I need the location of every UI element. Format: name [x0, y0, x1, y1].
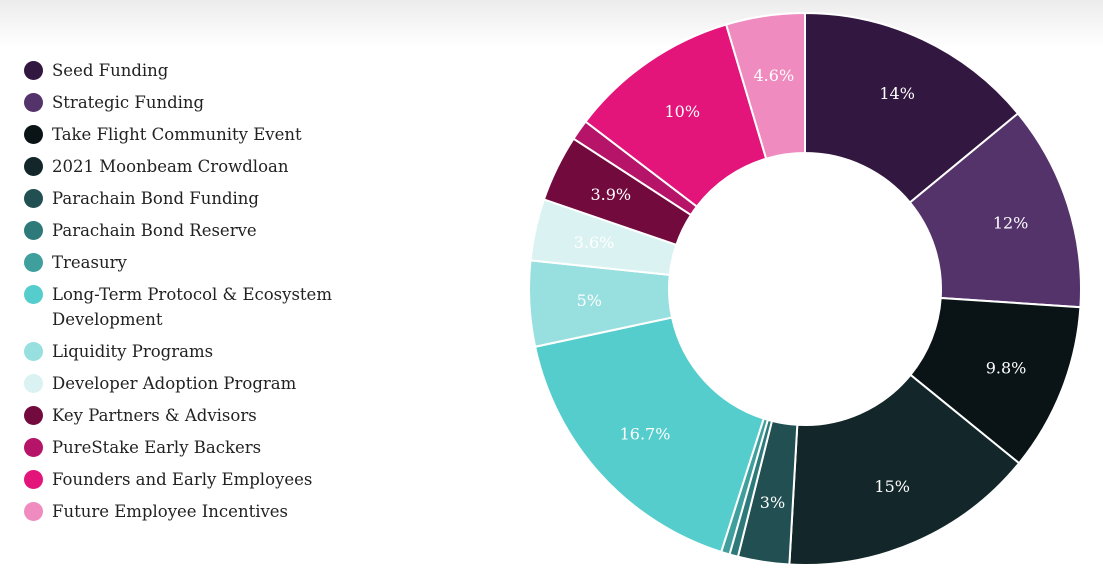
legend-swatch	[24, 189, 43, 208]
legend-item[interactable]: Parachain Bond Funding	[24, 186, 354, 211]
legend-swatch	[24, 253, 43, 272]
legend-label: Parachain Bond Reserve	[52, 221, 257, 240]
legend-label: 2021 Moonbeam Crowdloan	[52, 157, 289, 176]
legend-label: Seed Funding	[52, 61, 169, 80]
slice-value-label: 4.6%	[754, 66, 795, 85]
legend-swatch	[24, 61, 43, 80]
legend-item[interactable]: Seed Funding	[24, 58, 354, 83]
legend-item[interactable]: Liquidity Programs	[24, 339, 354, 364]
legend-item[interactable]: Key Partners & Advisors	[24, 403, 354, 428]
legend-swatch	[24, 93, 43, 112]
slice-value-label: 10%	[664, 102, 700, 121]
legend-item[interactable]: Treasury	[24, 250, 354, 275]
legend-label: Future Employee Incentives	[52, 502, 289, 521]
legend-swatch	[24, 125, 43, 144]
chart-legend: Seed Funding Strategic Funding Take Flight…	[24, 58, 354, 531]
legend-label: PureStake Early Backers	[52, 438, 262, 457]
legend-label: Developer Adoption Program	[52, 374, 297, 393]
legend-item[interactable]: Future Employee Incentives	[24, 499, 354, 524]
legend-item[interactable]: Long-Term Protocol & Ecosystem Developme…	[24, 282, 354, 332]
donut-slice[interactable]	[533, 316, 765, 554]
legend-item[interactable]: Strategic Funding	[24, 90, 354, 115]
legend-item[interactable]: Developer Adoption Program	[24, 371, 354, 396]
legend-label: Liquidity Programs	[52, 342, 214, 361]
legend-label: Strategic Funding	[52, 93, 205, 112]
legend-item[interactable]: Take Flight Community Event	[24, 122, 354, 147]
legend-item[interactable]: Parachain Bond Reserve	[24, 218, 354, 243]
slice-value-label: 5%	[577, 291, 602, 310]
legend-swatch	[24, 374, 43, 393]
legend-swatch	[24, 221, 43, 240]
donut-slice[interactable]	[908, 112, 1082, 309]
legend-swatch	[24, 502, 43, 521]
slice-value-label: 12%	[993, 213, 1029, 232]
slice-value-label: 15%	[874, 477, 910, 496]
legend-item[interactable]: Founders and Early Employees	[24, 467, 354, 492]
legend-label: Parachain Bond Funding	[52, 189, 259, 208]
slice-value-label: 3.6%	[574, 233, 615, 252]
legend-swatch	[24, 438, 43, 457]
donut-chart: 14% 12% 9.8% 15% 3% 16.7% 5% 3.6% 3.9% 10% 4.6%	[528, 11, 1082, 566]
slice-value-label: 9.8%	[986, 359, 1027, 378]
slice-value-label: 3%	[760, 493, 785, 512]
donut-slice[interactable]	[804, 11, 1020, 204]
legend-swatch	[24, 285, 43, 304]
legend-item[interactable]: PureStake Early Backers	[24, 435, 354, 460]
legend-label: Treasury	[52, 253, 127, 272]
legend-label: Long-Term Protocol & Ecosystem Developme…	[52, 285, 332, 329]
legend-swatch	[24, 406, 43, 425]
donut-slice[interactable]	[724, 11, 806, 160]
legend-swatch	[24, 470, 43, 489]
slice-value-label: 14%	[879, 84, 915, 103]
legend-label: Founders and Early Employees	[52, 470, 313, 489]
slice-value-label: 16.7%	[620, 425, 671, 444]
legend-label: Take Flight Community Event	[52, 125, 302, 144]
legend-swatch	[24, 342, 43, 361]
legend-swatch	[24, 157, 43, 176]
legend-item[interactable]: 2021 Moonbeam Crowdloan	[24, 154, 354, 179]
slice-value-label: 3.9%	[590, 185, 631, 204]
donut-slice[interactable]	[788, 373, 1021, 566]
legend-label: Key Partners & Advisors	[52, 406, 257, 425]
